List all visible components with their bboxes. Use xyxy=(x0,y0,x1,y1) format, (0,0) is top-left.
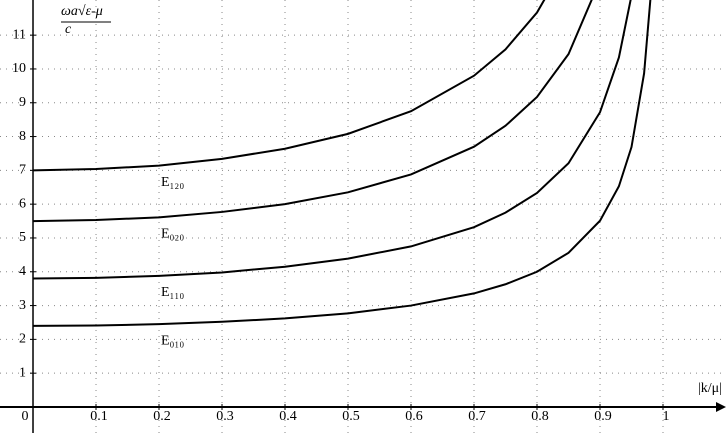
curve xyxy=(33,0,652,327)
curve-label: E₁₁₀ xyxy=(161,285,184,300)
x-tick-label: 0.6 xyxy=(405,409,423,424)
x-tick-label: 0.2 xyxy=(153,409,171,424)
y-tick-label: 8 xyxy=(19,129,26,144)
curve-label: E₀₁₀ xyxy=(161,333,184,348)
y-tick-label: 7 xyxy=(19,163,26,178)
y-tick-label: 1 xyxy=(19,365,26,380)
x-tick-label: 0.8 xyxy=(531,409,549,424)
x-tick-label: 1 xyxy=(663,409,670,424)
y-tick-label: 11 xyxy=(13,27,26,42)
curve xyxy=(32,0,593,223)
y-tick-label: 5 xyxy=(19,230,26,245)
curve xyxy=(32,0,546,172)
x-tick-label: 0.4 xyxy=(279,409,297,424)
curve-label: E₀₂₀ xyxy=(161,227,184,242)
y-tick-label: 9 xyxy=(19,95,26,110)
x-tick-label: 0.1 xyxy=(90,409,108,424)
x-tick-label: 0.7 xyxy=(468,409,486,424)
x-tick-label: 0.3 xyxy=(216,409,234,424)
y-tick-label: 4 xyxy=(19,264,26,279)
y-tick-label: 3 xyxy=(19,298,26,313)
x-tick-label: 0 xyxy=(22,409,29,424)
y-axis-label-denominator: c xyxy=(65,22,72,37)
y-tick-label: 2 xyxy=(19,332,26,347)
y-tick-label: 6 xyxy=(19,196,26,211)
curve-label: E₁₂₀ xyxy=(161,175,184,190)
plot-area xyxy=(32,0,652,327)
curve xyxy=(33,0,632,280)
x-tick-label: 0.9 xyxy=(594,409,612,424)
x-axis-label: |k/μ| xyxy=(698,381,722,396)
y-tick-label: 10 xyxy=(12,61,26,76)
x-tick-label: 0.5 xyxy=(342,409,360,424)
y-axis-label-numerator: ωa√ε-μ xyxy=(61,4,103,19)
x-axis-arrow xyxy=(716,401,726,412)
